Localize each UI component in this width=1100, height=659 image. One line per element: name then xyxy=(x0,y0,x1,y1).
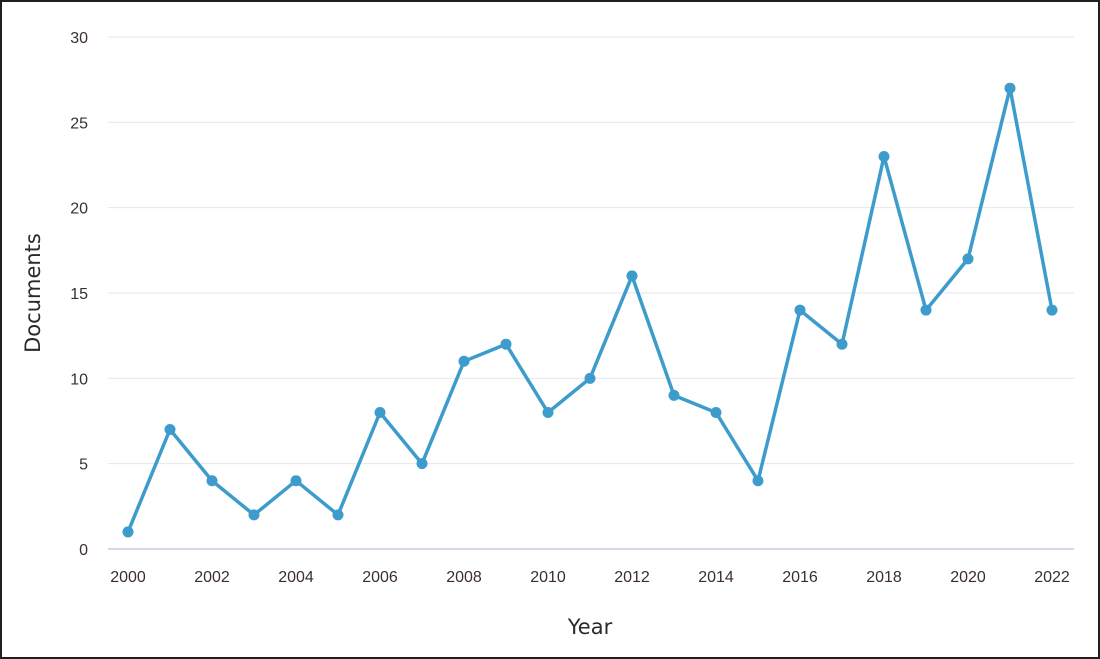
grid-lines xyxy=(108,36,1074,465)
data-point-2013 xyxy=(668,389,680,401)
x-tick-label: 2008 xyxy=(446,569,482,586)
data-point-2002 xyxy=(206,475,218,487)
data-point-2020 xyxy=(962,253,974,265)
y-tick-label: 20 xyxy=(70,201,88,218)
data-point-2022 xyxy=(1046,304,1058,316)
data-point-2017 xyxy=(836,338,848,350)
data-point-2019 xyxy=(920,304,932,316)
data-point-2014 xyxy=(710,406,722,418)
x-tick-label: 2004 xyxy=(278,569,314,586)
data-point-2005 xyxy=(332,509,344,521)
y-tick-label: 5 xyxy=(79,457,88,474)
data-point-2021 xyxy=(1004,82,1016,94)
x-tick-label: 2020 xyxy=(950,569,986,586)
x-tick-labels: 2000 2002 2004 2006 2008 2010 2012 2014 2016 2018… xyxy=(110,569,1070,586)
data-points xyxy=(122,82,1058,538)
data-point-2006 xyxy=(374,406,386,418)
y-tick-label: 30 xyxy=(70,30,88,47)
y-tick-label: 0 xyxy=(79,542,88,559)
x-tick-label: 2016 xyxy=(782,569,818,586)
y-axis-title: Documents xyxy=(21,233,45,353)
x-tick-label: 2010 xyxy=(530,569,566,586)
y-tick-labels: 0 5 10 15 20 25 30 xyxy=(70,30,88,559)
data-point-2001 xyxy=(164,424,176,436)
x-tick-label: 2002 xyxy=(194,569,230,586)
x-tick-label: 2014 xyxy=(698,569,734,586)
data-point-2012 xyxy=(626,270,638,282)
x-tick-label: 2000 xyxy=(110,569,146,586)
y-tick-label: 10 xyxy=(70,371,88,388)
data-point-2000 xyxy=(122,526,134,538)
data-point-2009 xyxy=(500,338,512,350)
series-line xyxy=(126,87,1054,533)
y-tick-label: 15 xyxy=(70,286,88,303)
x-tick-label: 2022 xyxy=(1034,569,1070,586)
data-point-2015 xyxy=(752,475,764,487)
y-tick-label: 25 xyxy=(70,115,88,132)
data-point-2016 xyxy=(794,304,806,316)
x-tick-label: 2006 xyxy=(362,569,398,586)
x-tick-label: 2012 xyxy=(614,569,650,586)
data-point-2011 xyxy=(584,372,596,384)
x-axis-title: Year xyxy=(567,615,613,639)
data-point-2003 xyxy=(248,509,260,521)
data-point-2018 xyxy=(878,150,890,162)
data-point-2004 xyxy=(290,475,302,487)
x-tick-label: 2018 xyxy=(866,569,902,586)
data-point-2007 xyxy=(416,458,428,470)
data-point-2008 xyxy=(458,355,470,367)
data-point-2010 xyxy=(542,406,554,418)
